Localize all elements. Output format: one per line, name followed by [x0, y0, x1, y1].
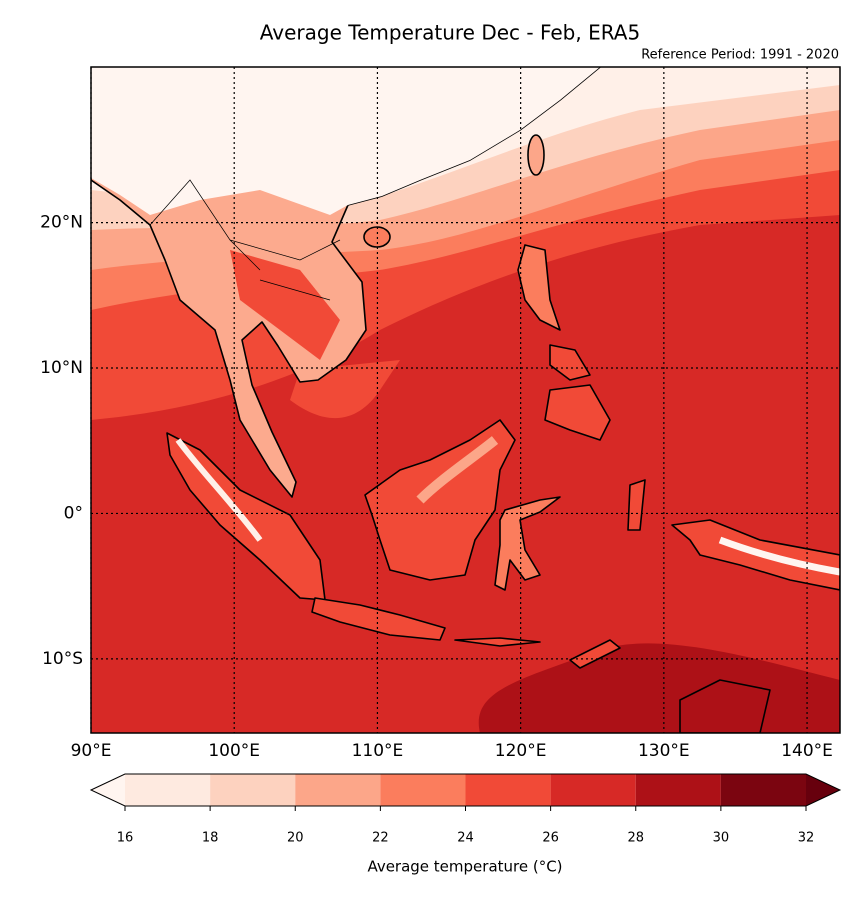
x-tick-label: 140°E [781, 741, 833, 761]
x-tick-label: 90°E [71, 741, 112, 761]
colorbar-tick-label: 30 [713, 831, 730, 846]
sumatra-highlands [175, 438, 263, 542]
sulawesi [494, 496, 561, 591]
colorbar-under [91, 774, 125, 806]
colorbar-segment [210, 774, 296, 806]
colorbar-segment [380, 774, 466, 806]
x-tick-label: 110°E [352, 741, 404, 761]
map-field [91, 67, 840, 733]
x-tick-label: 100°E [208, 741, 260, 761]
map-frame [90, 66, 841, 734]
colorbar-label: Average temperature (°C) [367, 858, 562, 876]
china-cold [91, 67, 600, 215]
colorbar: 16 18 20 22 24 26 28 30 32 [89, 773, 842, 846]
title: Average Temperature Dec - Feb, ERA5 [260, 21, 640, 45]
new-guinea-highlands [718, 536, 840, 576]
colorbar-over [806, 774, 840, 806]
colorbar-segment [635, 774, 721, 806]
colorbar-tick-label: 24 [457, 831, 474, 846]
colorbar-tick-label: 18 [202, 831, 219, 846]
colorbar-segment [720, 774, 806, 806]
indochina-warm [230, 250, 340, 360]
country-borders [149, 179, 341, 301]
colorbar-tick-label: 16 [117, 831, 134, 846]
lesser-sunda [454, 637, 541, 647]
colorbar-tick-label: 22 [372, 831, 389, 846]
y-tick-label: 10°S [42, 649, 83, 669]
java [311, 597, 446, 641]
x-tick-label: 120°E [495, 741, 547, 761]
timor [569, 639, 621, 669]
taiwan [527, 134, 545, 176]
halmahera [627, 479, 646, 531]
colorbar-segment [465, 774, 551, 806]
colorbar-tick-label: 32 [798, 831, 815, 846]
borneo-highlands [416, 436, 499, 504]
mindanao [544, 384, 611, 441]
visayas [549, 344, 591, 381]
borneo [364, 419, 516, 581]
subtitle: Reference Period: 1991 - 2020 [641, 48, 839, 63]
x-tick-label: 130°E [638, 741, 690, 761]
colorbar-segment [550, 774, 636, 806]
y-tick-label: 20°N [40, 213, 83, 233]
colorbar-segment [125, 774, 211, 806]
luzon [517, 244, 561, 331]
colorbar-tick-label: 26 [542, 831, 559, 846]
colorbar-tick-label: 20 [287, 831, 304, 846]
y-tick-label: 0° [64, 503, 83, 523]
colorbar-tick-label: 28 [627, 831, 644, 846]
colorbar-segment [295, 774, 381, 806]
northern-australia [679, 679, 771, 733]
y-tick-label: 10°N [40, 358, 83, 378]
